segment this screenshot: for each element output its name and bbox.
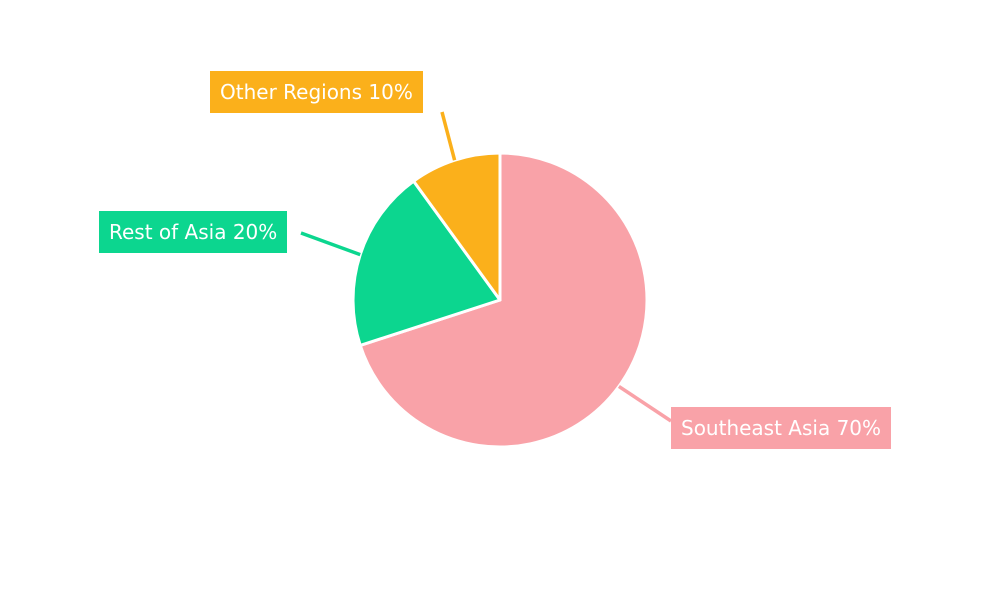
leader-line-southeast-asia xyxy=(617,384,672,423)
leader-line-rest-of-asia xyxy=(300,231,361,257)
pie-slice-rest-of-asia[interactable] xyxy=(351,179,502,347)
label-other-regions[interactable]: Other Regions 10% xyxy=(210,71,423,113)
label-southeast-asia[interactable]: Southeast Asia 70% xyxy=(671,407,892,449)
label-rest-of-asia[interactable]: Rest of Asia 20% xyxy=(99,211,288,253)
leader-line-other-regions xyxy=(440,111,457,161)
pie-slice-other-regions[interactable] xyxy=(412,151,502,302)
